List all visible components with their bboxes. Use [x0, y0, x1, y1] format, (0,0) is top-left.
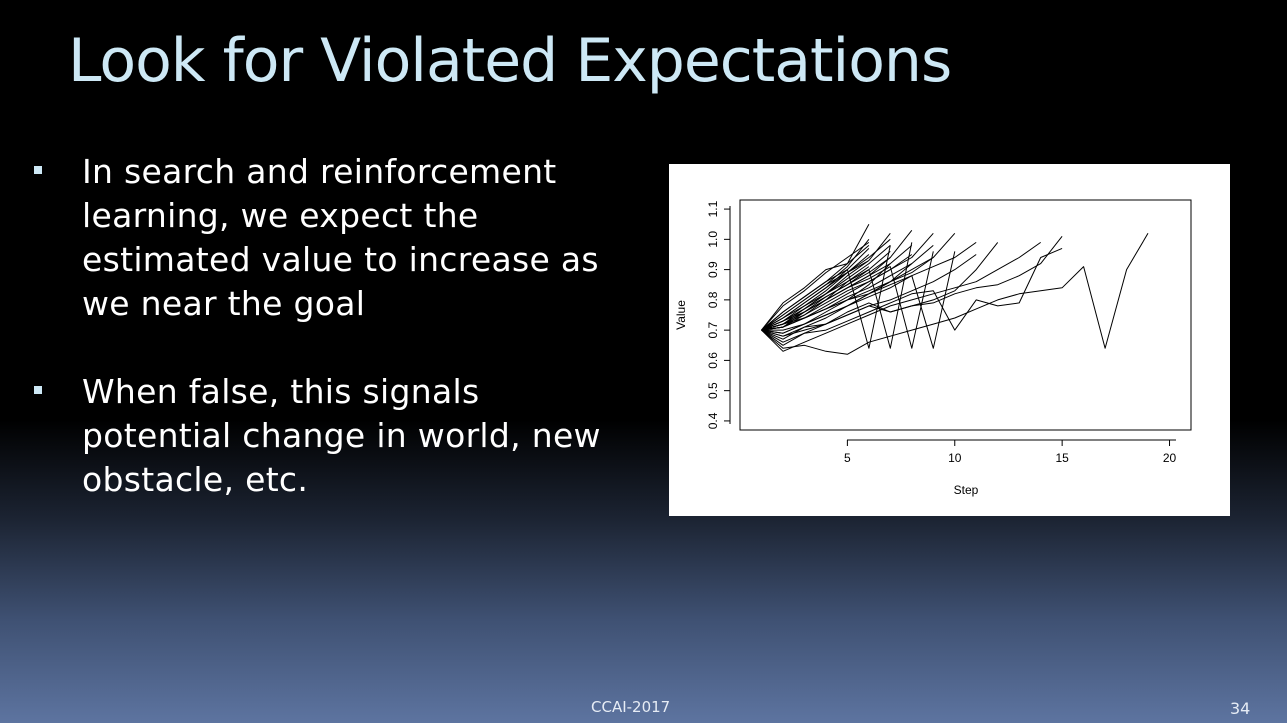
- series-line: [761, 241, 1041, 352]
- series-line: [761, 245, 870, 331]
- y-tick-label: 0.8: [706, 291, 720, 308]
- series-line: [761, 223, 870, 331]
- y-tick-label: 0.9: [706, 261, 720, 278]
- bullet-text: In search and reinforcement learning, we…: [82, 152, 599, 323]
- footer-text: CCAI-2017: [591, 698, 671, 716]
- bullet-item: When false, this signals potential chang…: [34, 370, 614, 502]
- plot-frame: [739, 199, 1192, 431]
- slide-title: Look for Violated Expectations: [68, 26, 952, 96]
- chart-panel: 0.4 0.5 0.6 0.7 0.8 0.9 1.0 1.1 5 10 15 20 Step Va…: [669, 164, 1230, 516]
- series-line: [761, 232, 891, 331]
- series-line: [761, 251, 956, 349]
- series-line: [761, 247, 1063, 346]
- series-line: [761, 241, 870, 331]
- x-axis-label: Step: [954, 483, 979, 497]
- y-axis-label: Value: [674, 300, 688, 330]
- x-tick-label: 20: [1163, 451, 1177, 465]
- x-tick-label: 15: [1055, 451, 1069, 465]
- y-tick-label: 0.4: [706, 412, 720, 429]
- page-number: 34: [1230, 699, 1251, 718]
- series-line: [761, 232, 956, 331]
- y-tick-label: 1.1: [706, 200, 720, 217]
- x-tick-label: 5: [844, 451, 851, 465]
- series-line: [761, 254, 913, 331]
- series-line: [761, 232, 934, 331]
- series-line: [761, 251, 934, 349]
- series-line: [761, 233, 1149, 355]
- bullet-item: In search and reinforcement learning, we…: [34, 150, 614, 326]
- series-line: [761, 242, 913, 349]
- value-step-chart: 0.4 0.5 0.6 0.7 0.8 0.9 1.0 1.1 5 10 15 20 Step Va…: [674, 199, 1192, 497]
- y-tick-label: 0.6: [706, 352, 720, 369]
- series-line: [761, 235, 1063, 340]
- bullet-list: In search and reinforcement learning, we…: [34, 150, 614, 530]
- y-tick-label: 1.0: [706, 231, 720, 248]
- square-bullet-icon: [34, 386, 42, 394]
- y-tick-label: 0.7: [706, 321, 720, 338]
- square-bullet-icon: [34, 166, 42, 174]
- series-line: [761, 245, 891, 349]
- bullet-text: When false, this signals potential chang…: [82, 372, 601, 499]
- y-tick-label: 0.5: [706, 382, 720, 399]
- x-tick-label: 10: [948, 451, 962, 465]
- series-line: [761, 241, 977, 331]
